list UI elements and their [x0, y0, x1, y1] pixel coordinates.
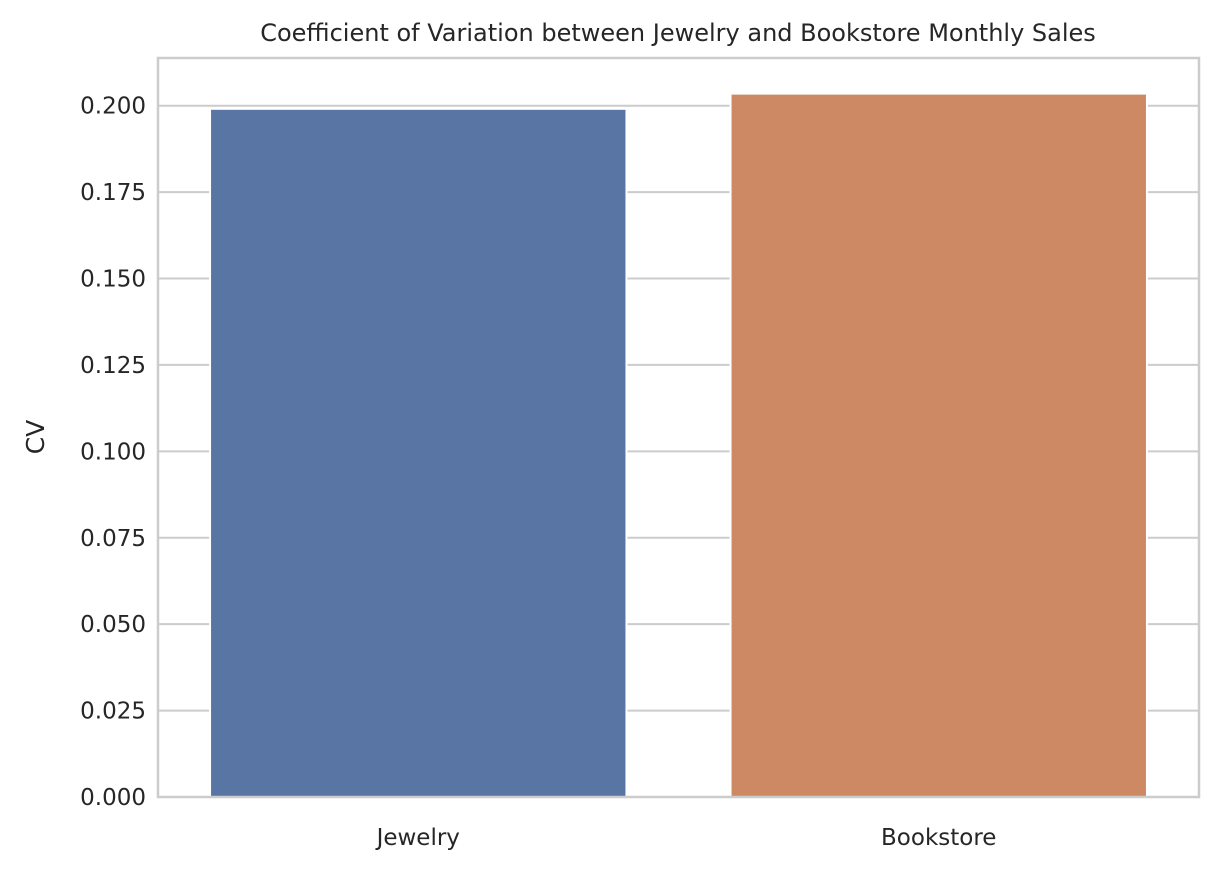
y-tick-label: 0.125: [80, 353, 146, 379]
chart-title: Coefficient of Variation between Jewelry…: [260, 19, 1096, 47]
y-tick-label: 0.100: [80, 439, 146, 465]
x-tick-label: Jewelry: [375, 825, 460, 851]
x-axis-ticks: Jewelry Bookstore: [375, 825, 997, 851]
y-tick-label: 0.075: [80, 526, 146, 552]
bars: [209, 92, 1148, 799]
bar-bookstore: [729, 92, 1148, 798]
x-tick-label: Bookstore: [881, 825, 996, 851]
bar-jewelry: [209, 107, 628, 799]
y-tick-label: 0.150: [80, 267, 146, 293]
y-axis-label: CV: [21, 420, 50, 455]
y-tick-label: 0.050: [80, 612, 146, 638]
y-axis-ticks: 0.000 0.025 0.050 0.075 0.100 0.125 0.150 0.175…: [80, 94, 146, 811]
plot-frame: [156, 56, 1201, 799]
y-tick-label: 0.025: [80, 699, 146, 725]
y-tick-label: 0.175: [80, 180, 146, 206]
y-tick-label: 0.000: [80, 785, 146, 811]
y-tick-label: 0.200: [80, 94, 146, 120]
axes-frame: [156, 56, 1201, 799]
